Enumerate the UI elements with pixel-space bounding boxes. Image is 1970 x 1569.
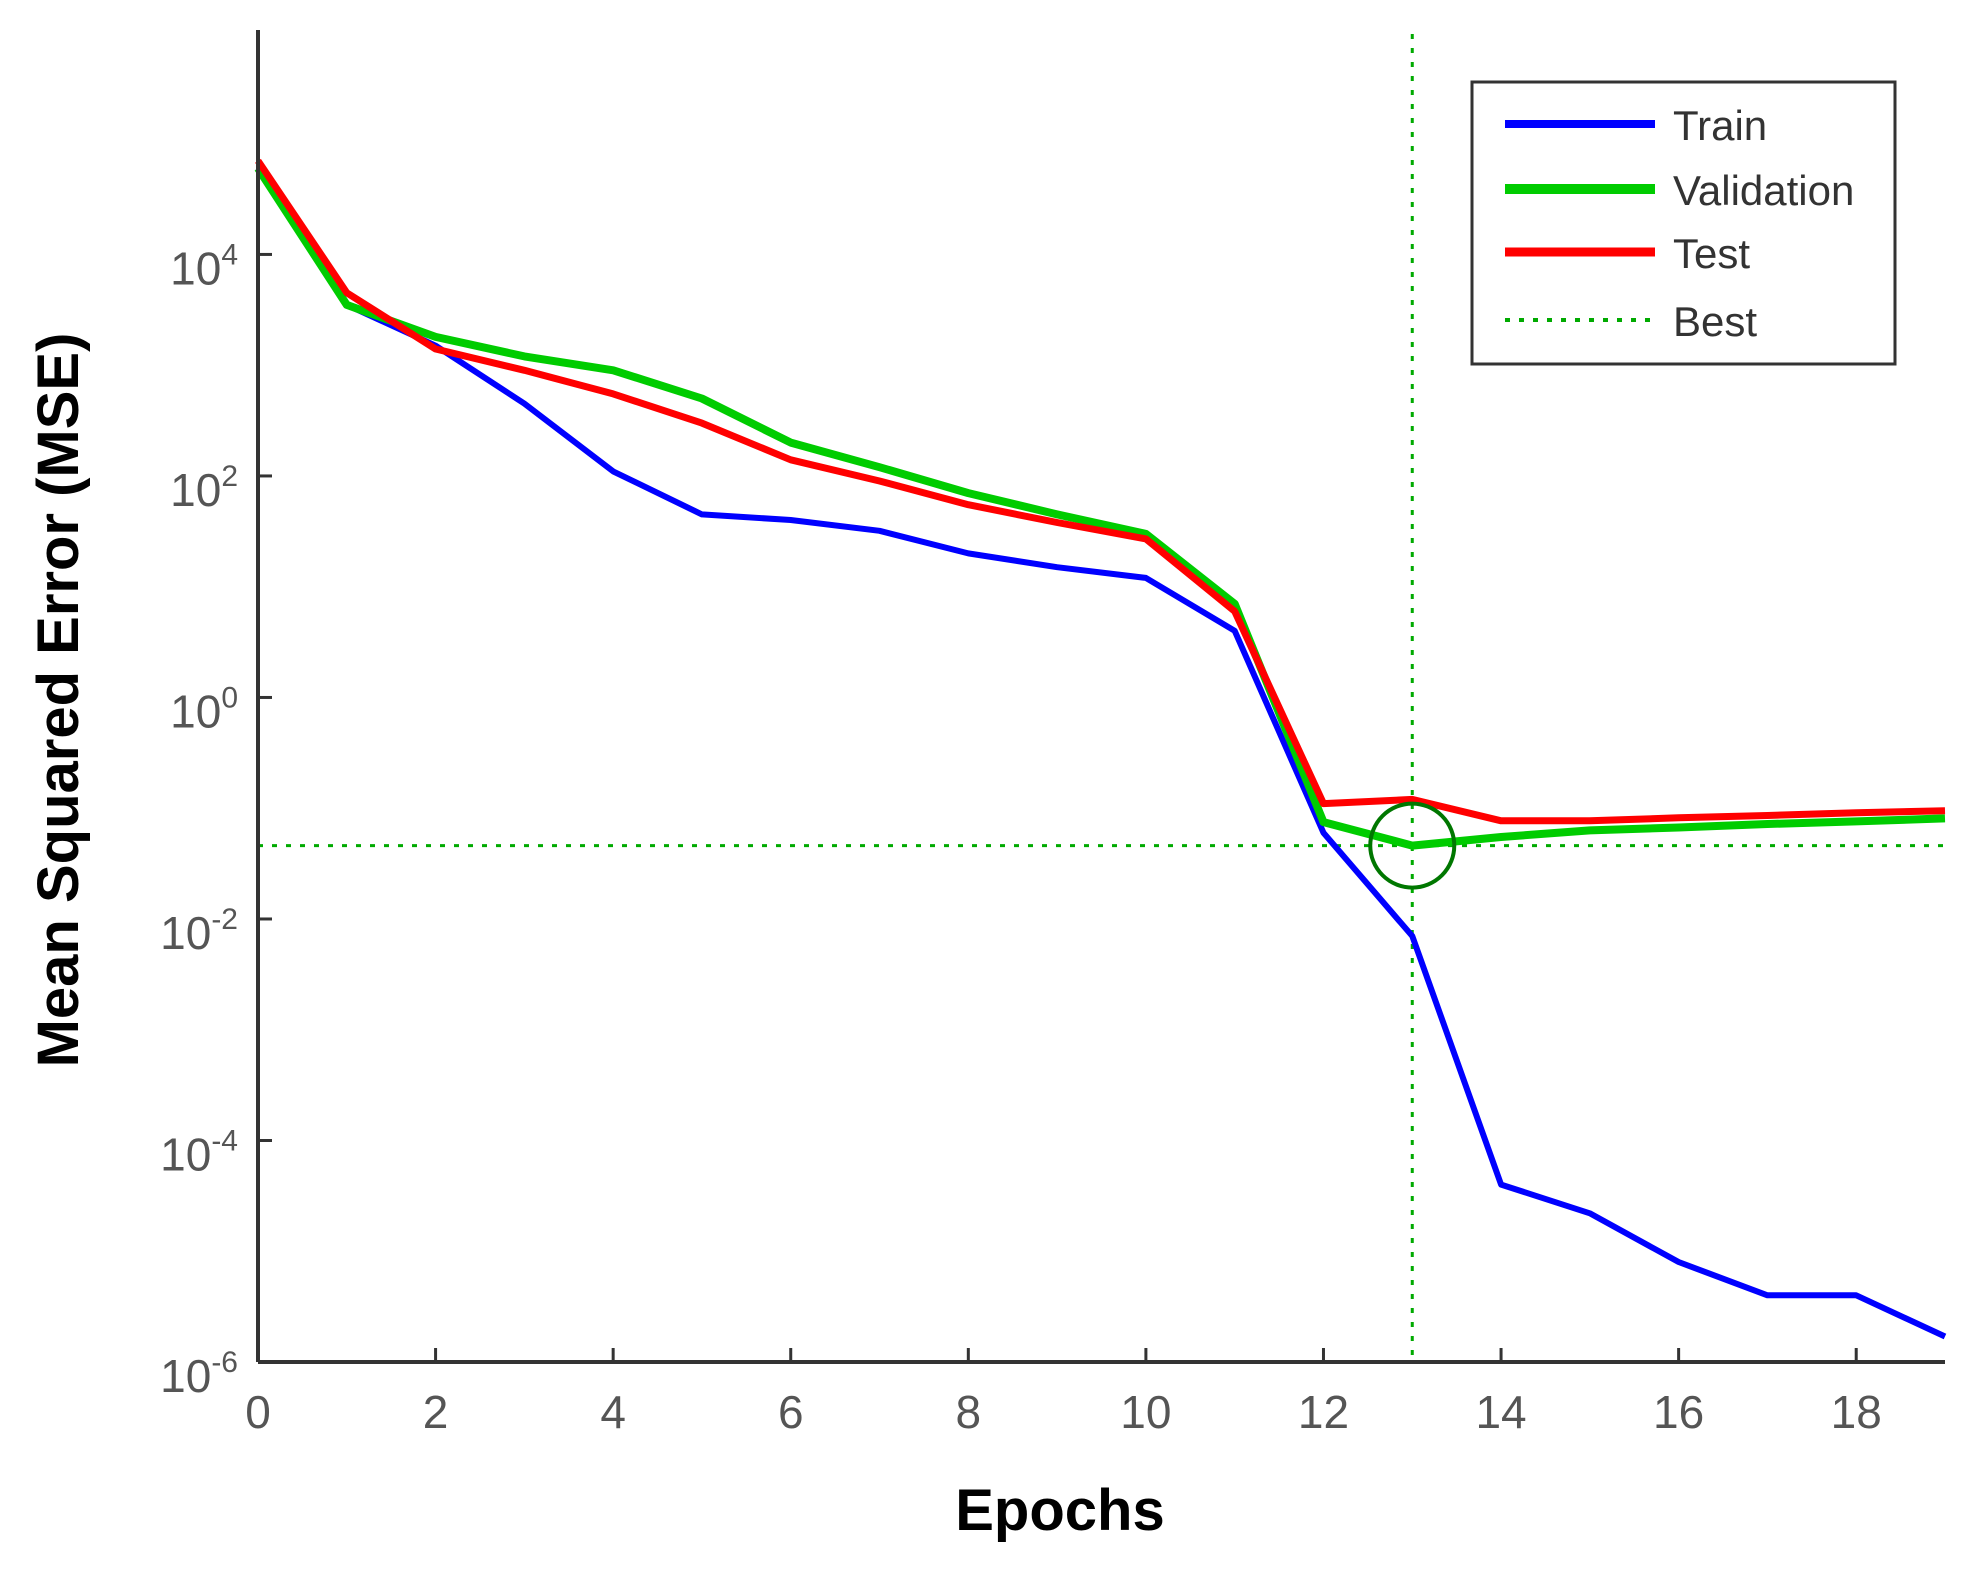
x-tick-label-10: 10 <box>1120 1386 1171 1438</box>
x-tick-label-4: 4 <box>600 1386 626 1438</box>
y-tick-label-1e0: 100 <box>170 681 238 737</box>
legend-train-label: Train <box>1673 102 1767 149</box>
y-tick-label-base: 10 <box>160 1128 211 1180</box>
y-tick-label-1e-4: 10-4 <box>160 1124 238 1180</box>
legend-box <box>1470 80 1897 366</box>
validation-series-line <box>254 166 1946 850</box>
legend: Train Validation Test Best <box>1470 80 1897 366</box>
y-tick-label-1e2: 102 <box>170 460 238 516</box>
x-tick-label-6: 6 <box>778 1386 804 1438</box>
y-tick-label-base: 10 <box>170 242 221 294</box>
x-tick-label-16: 16 <box>1653 1386 1704 1438</box>
y-tick-label-base: 10 <box>170 464 221 516</box>
y-tick-label-exp: -6 <box>211 1346 238 1379</box>
legend-test-label: Test <box>1673 230 1750 277</box>
y-tick-labels: 104 102 100 10-2 10-4 10-6 <box>160 238 238 1402</box>
y-tick-label-1e4: 104 <box>170 238 238 294</box>
x-tick-label-12: 12 <box>1298 1386 1349 1438</box>
best-marker-circle <box>1368 801 1457 890</box>
x-tick-label-18: 18 <box>1831 1386 1882 1438</box>
plot-area <box>254 34 1947 1362</box>
x-ticks <box>256 1348 1858 1362</box>
x-tick-label-2: 2 <box>423 1386 449 1438</box>
x-tick-label-0: 0 <box>245 1386 271 1438</box>
y-tick-label-exp: -2 <box>211 903 238 936</box>
y-tick-label-1e-6: 10-6 <box>160 1346 238 1402</box>
x-tick-labels: 0 2 4 6 8 10 12 14 16 18 <box>245 1386 1882 1438</box>
y-tick-label-base: 10 <box>170 685 221 737</box>
x-tick-label-14: 14 <box>1475 1386 1526 1438</box>
y-tick-label-exp: -4 <box>211 1124 238 1157</box>
legend-best-label: Best <box>1673 298 1757 345</box>
y-ticks <box>258 252 272 1364</box>
test-series-line <box>255 158 1946 825</box>
x-tick-label-8: 8 <box>956 1386 982 1438</box>
y-tick-label-base: 10 <box>160 1350 211 1402</box>
y-tick-label-exp: 0 <box>221 681 238 714</box>
y-tick-label-exp: 4 <box>221 238 238 271</box>
y-tick-label-exp: 2 <box>221 460 238 493</box>
legend-validation-label: Validation <box>1673 167 1854 214</box>
y-axis-title: Mean Squared Error (MSE) <box>26 333 91 1068</box>
y-tick-label-1e-2: 10-2 <box>160 903 238 959</box>
train-series-line <box>255 166 1947 1340</box>
x-axis-title: Epochs <box>955 1478 1165 1543</box>
y-tick-label-base: 10 <box>160 907 211 959</box>
